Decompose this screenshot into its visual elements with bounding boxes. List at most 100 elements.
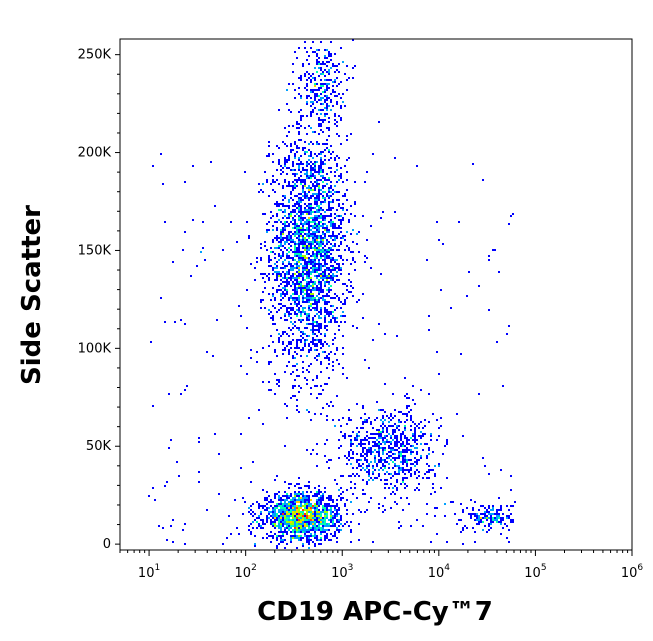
event-dot: [400, 435, 402, 437]
event-dot: [352, 77, 354, 79]
event-dot: [414, 461, 416, 463]
event-dot: [288, 243, 290, 245]
event-dot: [316, 377, 318, 379]
event-dot: [282, 263, 284, 265]
event-dot: [304, 127, 306, 129]
event-dot: [374, 445, 376, 447]
event-dot: [318, 511, 320, 513]
event-dot: [296, 275, 298, 277]
event-dot: [312, 333, 314, 335]
event-dot: [290, 275, 292, 277]
event-dot: [432, 487, 434, 489]
event-dot: [314, 329, 316, 331]
event-dot: [316, 113, 318, 115]
event-dot: [302, 65, 304, 67]
event-dot: [478, 285, 480, 287]
event-dot: [218, 493, 220, 495]
event-dot: [330, 99, 332, 101]
event-dot: [326, 269, 328, 271]
event-dot: [326, 147, 328, 149]
event-dot: [348, 247, 350, 249]
event-dot: [298, 497, 300, 499]
event-dot: [374, 477, 376, 479]
event-dot: [308, 125, 310, 127]
event-dot: [314, 207, 316, 209]
event-dot: [342, 219, 344, 221]
event-dot: [304, 217, 306, 219]
event-dot: [286, 527, 288, 529]
event-dot: [404, 377, 406, 379]
event-dot: [320, 193, 322, 195]
event-dot: [398, 421, 400, 423]
event-dot: [286, 497, 288, 499]
event-dot: [402, 451, 404, 453]
event-dot: [330, 67, 332, 69]
event-dot: [302, 543, 304, 545]
event-dot: [288, 507, 290, 509]
event-dot: [184, 389, 186, 391]
event-dot: [314, 339, 316, 341]
event-dot: [338, 215, 340, 217]
event-dot: [286, 221, 288, 223]
event-dot: [294, 531, 296, 533]
event-dot: [312, 341, 314, 343]
event-dot: [316, 275, 318, 277]
event-dot: [274, 479, 276, 481]
event-dot: [404, 473, 406, 475]
event-dot: [404, 483, 406, 485]
event-dot: [400, 421, 402, 423]
event-dot: [298, 535, 300, 537]
event-dot: [326, 49, 328, 51]
event-dot: [264, 497, 266, 499]
event-dot: [336, 275, 338, 277]
event-dot: [322, 343, 324, 345]
event-dot: [298, 281, 300, 283]
event-dot: [308, 297, 310, 299]
event-dot: [396, 441, 398, 443]
event-dot: [482, 529, 484, 531]
event-dot: [472, 507, 474, 509]
event-dot: [514, 501, 516, 503]
event-dot: [300, 387, 302, 389]
event-dot: [272, 175, 274, 177]
event-dot: [294, 537, 296, 539]
event-dot: [308, 543, 310, 545]
event-dot: [372, 153, 374, 155]
event-dot: [298, 295, 300, 297]
event-dot: [292, 515, 294, 517]
event-dot: [288, 185, 290, 187]
event-dot: [294, 251, 296, 253]
event-dot: [334, 191, 336, 193]
event-dot: [318, 215, 320, 217]
event-dot: [500, 533, 502, 535]
event-dot: [304, 343, 306, 345]
event-dot: [250, 509, 252, 511]
event-dot: [308, 277, 310, 279]
event-dot: [280, 255, 282, 257]
event-dot: [302, 371, 304, 373]
event-dot: [350, 445, 352, 447]
event-dot: [416, 439, 418, 441]
event-dot: [378, 453, 380, 455]
event-dot: [370, 453, 372, 455]
event-dot: [328, 105, 330, 107]
event-dot: [314, 77, 316, 79]
event-dot: [294, 283, 296, 285]
event-dot: [430, 469, 432, 471]
event-dot: [294, 143, 296, 145]
event-dot: [310, 111, 312, 113]
event-dot: [334, 479, 336, 481]
event-dot: [312, 511, 314, 513]
event-dot: [338, 419, 340, 421]
event-dot: [292, 505, 294, 507]
event-dot: [328, 257, 330, 259]
event-dot: [342, 217, 344, 219]
event-dot: [338, 297, 340, 299]
event-dot: [288, 501, 290, 503]
event-dot: [324, 503, 326, 505]
event-dot: [306, 511, 308, 513]
event-dot: [336, 503, 338, 505]
event-dot: [334, 227, 336, 229]
event-dot: [462, 511, 464, 513]
event-dot: [278, 273, 280, 275]
